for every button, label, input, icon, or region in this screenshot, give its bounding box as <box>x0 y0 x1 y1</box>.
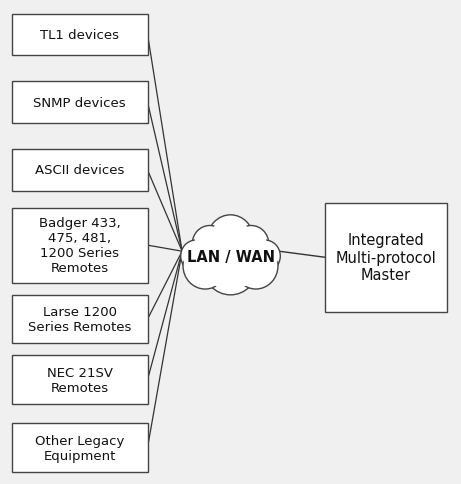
Circle shape <box>234 243 278 289</box>
Circle shape <box>234 226 269 263</box>
Circle shape <box>186 246 225 287</box>
FancyBboxPatch shape <box>12 150 148 191</box>
Circle shape <box>192 226 227 263</box>
FancyBboxPatch shape <box>12 82 148 123</box>
FancyBboxPatch shape <box>325 203 447 312</box>
Circle shape <box>203 237 258 295</box>
Circle shape <box>195 228 225 260</box>
Circle shape <box>183 242 209 271</box>
Circle shape <box>206 241 255 292</box>
Circle shape <box>181 241 211 272</box>
Circle shape <box>250 241 280 272</box>
Text: Integrated
Multi-protocol
Master: Integrated Multi-protocol Master <box>336 233 437 283</box>
FancyBboxPatch shape <box>12 15 148 56</box>
FancyBboxPatch shape <box>12 356 148 404</box>
Circle shape <box>236 246 275 287</box>
Text: LAN / WAN: LAN / WAN <box>187 249 274 264</box>
Circle shape <box>207 215 254 264</box>
Text: TL1 devices: TL1 devices <box>40 29 119 42</box>
Text: Other Legacy
Equipment: Other Legacy Equipment <box>35 434 124 462</box>
Circle shape <box>210 218 251 261</box>
Text: Badger 433,
475, 481,
1200 Series
Remotes: Badger 433, 475, 481, 1200 Series Remote… <box>39 217 120 274</box>
FancyBboxPatch shape <box>12 295 148 344</box>
FancyBboxPatch shape <box>12 424 148 472</box>
Text: NEC 21SV
Remotes: NEC 21SV Remotes <box>47 366 112 394</box>
Circle shape <box>236 228 266 260</box>
Text: Larse 1200
Series Remotes: Larse 1200 Series Remotes <box>28 305 131 333</box>
Text: ASCII devices: ASCII devices <box>35 164 124 177</box>
FancyBboxPatch shape <box>12 208 148 283</box>
Text: SNMP devices: SNMP devices <box>33 96 126 109</box>
Circle shape <box>183 243 227 289</box>
Circle shape <box>252 242 278 271</box>
